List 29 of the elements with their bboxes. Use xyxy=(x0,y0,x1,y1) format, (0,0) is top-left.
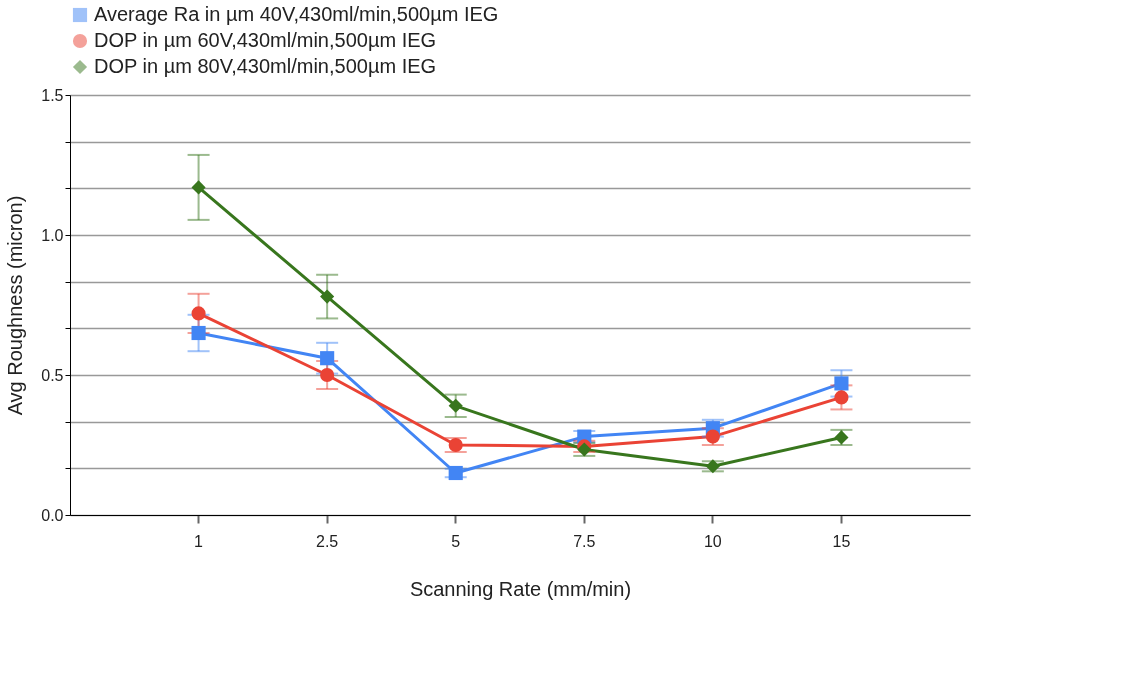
point xyxy=(320,367,335,383)
point xyxy=(191,180,206,195)
x-tick-label: 10 xyxy=(703,532,722,550)
point xyxy=(705,459,720,474)
legend-label: DOP in µm 80V,430ml/min,500µm IEG xyxy=(94,55,437,77)
point xyxy=(448,465,463,481)
y-tick-label: 0.5 xyxy=(41,366,64,384)
y-tick-label: 1.0 xyxy=(41,226,64,244)
point xyxy=(448,398,463,413)
point xyxy=(191,306,206,321)
x-tick-label: 7.5 xyxy=(573,532,596,550)
x-tick-label: 15 xyxy=(832,532,851,550)
x-tick-label: 5 xyxy=(451,532,461,550)
y-axis-title: Avg Roughness (micron) xyxy=(4,195,27,416)
point xyxy=(320,289,335,304)
y-tick-label: 0.0 xyxy=(41,506,64,524)
y-tick-label: 1.5 xyxy=(41,86,64,104)
point xyxy=(320,351,335,366)
point xyxy=(834,376,849,391)
legend-label: DOP in µm 60V,430ml/min,500µm IEG xyxy=(94,29,437,51)
point xyxy=(191,325,206,341)
x-tick-label: 1 xyxy=(194,532,204,550)
x-axis-title: Scanning Rate (mm/min) xyxy=(409,577,632,600)
point xyxy=(448,437,463,453)
point xyxy=(834,430,849,445)
legend-label: Average Ra in µm 40V,430ml/min,500µm IEG xyxy=(94,3,499,25)
point xyxy=(834,390,849,405)
point xyxy=(705,429,720,444)
x-tick-label: 2.5 xyxy=(316,532,339,550)
